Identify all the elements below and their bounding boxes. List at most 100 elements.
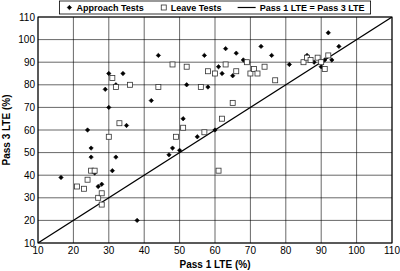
point (330, 58, 334, 62)
point (337, 44, 341, 48)
point (230, 100, 235, 105)
point (99, 191, 104, 196)
point (223, 62, 228, 67)
y-grid-line (38, 175, 392, 176)
y-tick-label: 30 (24, 192, 36, 203)
point (244, 60, 249, 65)
y-tick-label: 50 (24, 147, 36, 158)
y-axis-title: Pass 3 LTE (%) (1, 95, 12, 166)
point (128, 82, 133, 87)
point (107, 105, 111, 109)
point (198, 85, 203, 90)
x-tick-label: 50 (174, 245, 186, 256)
y-grid-line (38, 107, 392, 108)
point (89, 155, 93, 159)
y-grid-line (38, 62, 392, 63)
legend-item: Approach Tests (67, 3, 144, 13)
y-grid-line (38, 152, 392, 153)
y-tick-label: 80 (24, 79, 36, 90)
y-tick-label: 110 (19, 12, 35, 23)
point (149, 98, 153, 102)
point (110, 76, 115, 81)
point (135, 218, 139, 222)
y-tick-label: 20 (24, 215, 36, 226)
y-tick-label: 40 (24, 170, 36, 181)
point (177, 148, 181, 152)
point (59, 175, 63, 179)
point (110, 168, 114, 172)
point (231, 74, 235, 78)
point (181, 117, 185, 121)
point (74, 184, 79, 189)
point (184, 64, 189, 69)
legend-item: Leave Tests (161, 3, 221, 13)
point (124, 123, 128, 127)
point (326, 31, 330, 35)
point (308, 57, 313, 62)
point (216, 168, 221, 173)
point (206, 85, 210, 89)
point (184, 83, 188, 87)
point (202, 130, 207, 135)
legend-label: Leave Tests (171, 3, 222, 13)
point (255, 71, 260, 76)
y-grid-line (38, 39, 392, 40)
legend-swatch (67, 5, 71, 9)
y-tick-label: 60 (24, 125, 36, 136)
point (220, 71, 224, 75)
point (82, 187, 86, 191)
y-tick-label: 70 (24, 102, 36, 113)
point (85, 177, 90, 182)
y-tick-label: 100 (18, 34, 35, 45)
point (156, 53, 160, 57)
point (202, 53, 206, 57)
plot-frame (38, 17, 392, 243)
point (216, 65, 220, 69)
point (156, 85, 161, 90)
x-tick-label: 100 (348, 245, 365, 256)
point (319, 60, 324, 65)
y-grid-line (38, 220, 392, 221)
point (89, 146, 93, 150)
point (326, 53, 331, 58)
x-tick-label: 60 (209, 245, 221, 256)
point (259, 44, 263, 48)
x-tick-label: 20 (68, 245, 80, 256)
legend-label: Pass 1 LTE = Pass 3 LTE (260, 3, 365, 13)
point (181, 125, 186, 130)
legend-box (59, 1, 370, 14)
point (269, 53, 273, 57)
reference-line (38, 17, 392, 243)
point (82, 186, 87, 191)
point (213, 71, 218, 76)
legend-swatch (238, 7, 256, 8)
point (107, 71, 111, 75)
point (262, 64, 267, 69)
point (96, 184, 100, 188)
x-axis-title: Pass 1 LTE (%) (180, 259, 251, 270)
point (287, 62, 291, 66)
x-tick-label: 110 (384, 245, 400, 256)
point (213, 128, 217, 132)
point (117, 121, 122, 126)
point (205, 69, 210, 74)
x-tick-label: 40 (139, 245, 151, 256)
point (220, 116, 225, 121)
point (174, 134, 179, 139)
legend-label: Approach Tests (76, 3, 143, 13)
point (322, 66, 327, 71)
point (92, 168, 97, 173)
grid (38, 17, 392, 243)
y-grid-line (38, 197, 392, 198)
point (223, 46, 227, 50)
legend-swatch (161, 5, 166, 10)
point (103, 87, 107, 91)
point (100, 182, 104, 186)
point (273, 78, 278, 83)
x-tick-label: 30 (103, 245, 115, 256)
point (106, 134, 111, 139)
x-tick-label: 80 (280, 245, 292, 256)
chart: 1020304050607080901001101020304050607080… (0, 0, 400, 271)
y-tick-label: 10 (24, 238, 36, 249)
legend: Approach Tests Leave Tests Pass 1 LTE = Pa… (59, 1, 370, 14)
